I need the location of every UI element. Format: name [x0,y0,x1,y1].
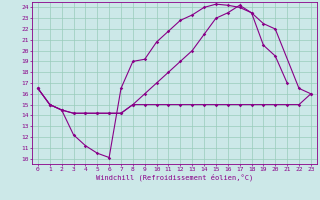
X-axis label: Windchill (Refroidissement éolien,°C): Windchill (Refroidissement éolien,°C) [96,173,253,181]
